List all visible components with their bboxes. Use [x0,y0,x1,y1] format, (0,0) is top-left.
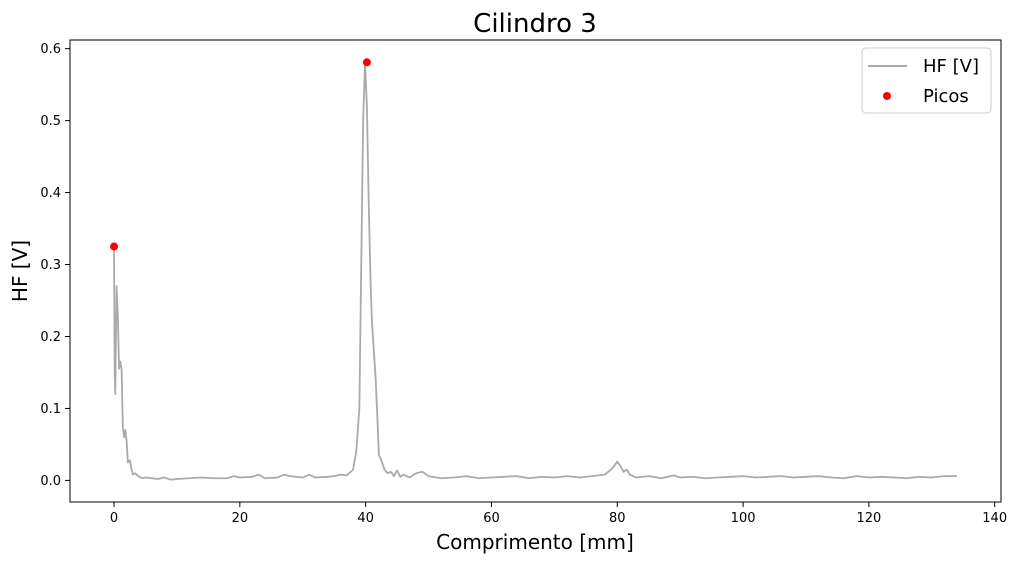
y-axis-label: HF [V] [8,240,32,302]
chart-title: Cilindro 3 [473,9,597,39]
x-tick-label: 120 [856,511,881,526]
y-tick-label: 0.6 [40,42,61,57]
x-tick-label: 60 [483,511,500,526]
peak-point [110,242,119,251]
x-tick-label: 0 [110,511,118,526]
legend: HF [V] Picos [861,47,992,114]
y-tick-label: 0.1 [40,402,61,417]
x-tick-label: 100 [731,511,756,526]
plot-background [70,40,1001,502]
y-tick-label: 0.3 [40,258,61,273]
y-axis-ticks: 0.0 0.1 0.2 0.3 0.4 0.5 0.6 [40,42,70,489]
series-layer [110,58,957,481]
plot-area [69,39,1002,503]
x-axis-ticks: 0 20 40 60 80 100 120 140 [110,502,1007,526]
y-tick-label: 0.0 [40,474,61,489]
y-tick-label: 0.4 [40,186,61,201]
series-line-hf [113,62,957,481]
x-tick-label: 140 [982,511,1007,526]
x-tick-label: 40 [357,511,374,526]
legend-marker-swatch [883,92,891,100]
peak-point [362,58,371,67]
x-tick-label: 80 [609,511,626,526]
legend-box [861,47,992,114]
legend-label-picos: Picos [923,86,969,107]
y-tick-label: 0.5 [40,114,61,129]
plot-frame [69,39,1002,503]
y-tick-label: 0.2 [40,330,61,345]
x-tick-label: 20 [232,511,249,526]
x-axis-label: Comprimento [mm] [436,530,634,554]
legend-label-hf: HF [V] [923,56,979,77]
